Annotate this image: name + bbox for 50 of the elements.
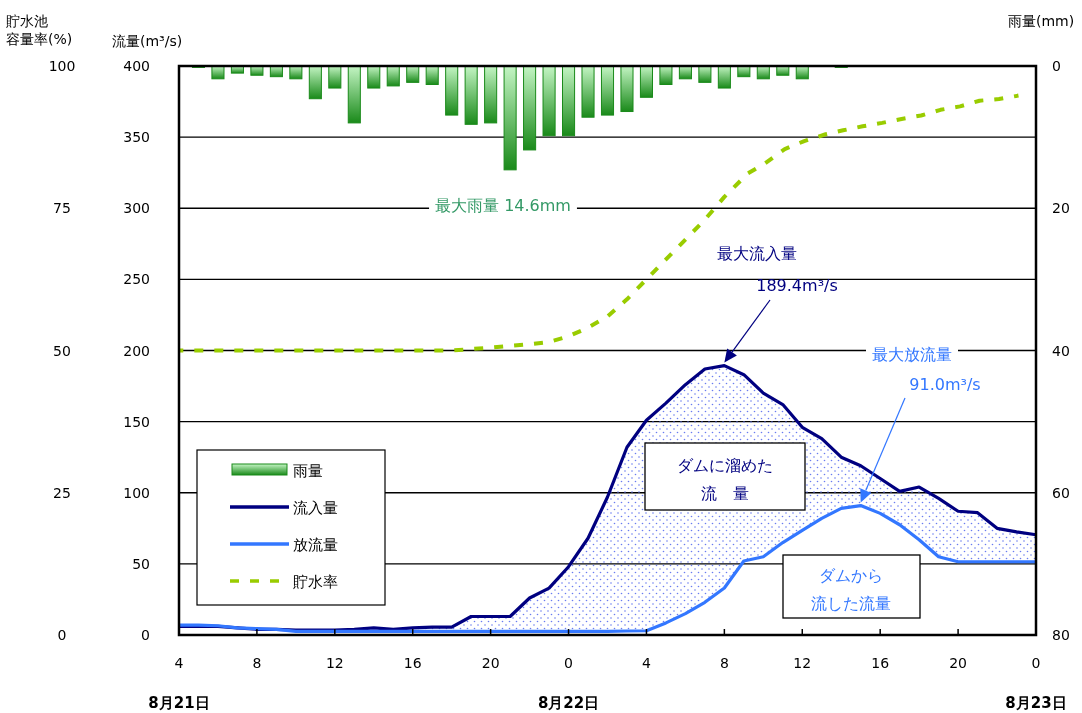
annotation: 最大放流量 91.0m³/s bbox=[860, 345, 987, 503]
y-tick-label: 150 bbox=[123, 413, 150, 430]
y2-tick-label: 20 bbox=[1052, 200, 1070, 217]
y-tick-label: 50 bbox=[132, 555, 150, 572]
x-tick-label: 4 bbox=[641, 655, 651, 671]
y3-tick-label: 75 bbox=[53, 200, 71, 217]
annotation: ダムから流した流量 bbox=[811, 566, 891, 613]
x-tick-label: 12 bbox=[793, 655, 812, 671]
y3-tick-label: 50 bbox=[53, 342, 71, 359]
y-tick-label: 350 bbox=[123, 129, 150, 146]
y3-tick-label: 25 bbox=[53, 484, 71, 501]
x-tick-label: 8 bbox=[719, 655, 729, 671]
y-tick-label: 400 bbox=[123, 58, 150, 74]
x-tick-label: 16 bbox=[403, 655, 422, 671]
y3-tick-label: 100 bbox=[48, 58, 76, 74]
y2-tick-label: 60 bbox=[1052, 484, 1070, 501]
annotation: 最大雨量 14.6mm bbox=[429, 196, 577, 215]
annotation: 8月21日 bbox=[148, 694, 210, 712]
y2-axis-title: 雨量(mm) bbox=[1008, 13, 1075, 29]
annotation: 最大流入量 189.4m³/s bbox=[717, 244, 838, 295]
annotation: ダムに溜めた流 量 bbox=[644, 442, 806, 511]
annotation: 8月23日 bbox=[1005, 694, 1067, 712]
x-tick-label: 0 bbox=[1031, 655, 1041, 671]
y-tick-label: 200 bbox=[123, 342, 150, 359]
annotation: 最大放流量 91.0m³/s bbox=[872, 345, 981, 394]
legend-label: 流入量 bbox=[293, 499, 338, 517]
y2-tick-label: 40 bbox=[1052, 342, 1070, 359]
x-tick-label: 16 bbox=[871, 655, 890, 671]
y-axis-title: 流量(m³/s) bbox=[112, 33, 183, 49]
y2-tick-label: 80 bbox=[1052, 627, 1070, 643]
y-tick-label: 300 bbox=[123, 200, 150, 217]
x-tick-label: 20 bbox=[481, 655, 500, 671]
x-tick-label: 12 bbox=[325, 655, 344, 671]
y3-tick-label: 0 bbox=[57, 627, 67, 643]
legend-label: 貯水率 bbox=[293, 573, 338, 591]
y2-tick-label: 0 bbox=[1052, 58, 1061, 74]
x-tick-label: 4 bbox=[174, 655, 184, 671]
annotation: 8月22日 bbox=[537, 694, 600, 712]
annotation: ダムに溜めた流 量 bbox=[677, 456, 773, 503]
legend-label: 放流量 bbox=[293, 536, 338, 554]
y-tick-label: 250 bbox=[123, 271, 150, 288]
x-tick-label: 0 bbox=[564, 655, 574, 671]
y-tick-label: 100 bbox=[123, 484, 150, 501]
y-tick-label: 0 bbox=[141, 627, 150, 643]
x-tick-label: 20 bbox=[949, 655, 967, 671]
x-tick-label: 8 bbox=[252, 655, 262, 671]
annotation: ダムから流した流量 bbox=[782, 554, 921, 619]
legend-label: 雨量 bbox=[293, 462, 323, 480]
annotation: 最大流入量 189.4m³/s bbox=[717, 244, 838, 363]
y3-axis-title: 貯水池容量率(%) bbox=[6, 13, 73, 47]
